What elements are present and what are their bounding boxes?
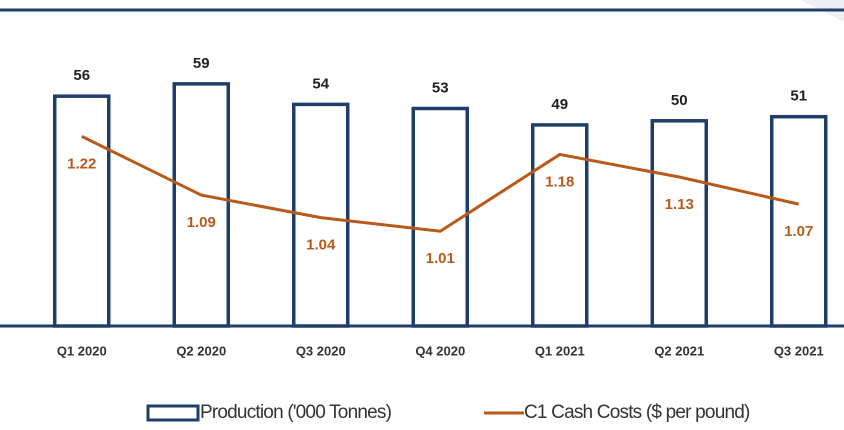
x-tick-label: Q1 2020: [57, 343, 107, 358]
legend-label: C1 Cash Costs ($ per pound): [524, 402, 750, 423]
bar-value-label: 59: [193, 55, 210, 72]
line: [81, 135, 800, 233]
bar-value-label: 54: [312, 75, 329, 92]
bar: [172, 82, 230, 328]
bar-value-label: 50: [671, 92, 688, 109]
line-value-label: 1.09: [187, 214, 216, 231]
bar-value-label: 56: [73, 67, 90, 84]
bar-value-label: 53: [432, 79, 449, 96]
line-value-label: 1.07: [784, 223, 813, 240]
x-tick-label: Q2 2020: [176, 343, 226, 358]
line-value-label: 1.18: [545, 173, 574, 190]
bar: [292, 102, 350, 328]
legend-label: Production ('000 Tonnes): [200, 402, 392, 423]
x-tick-label: Q1 2021: [535, 343, 585, 358]
x-tick-label: Q3 2021: [774, 343, 824, 358]
x-tick-label: Q3 2020: [296, 343, 346, 358]
x-tick-label: Q4 2020: [415, 343, 465, 358]
x-tick-label: Q2 2021: [654, 343, 704, 358]
bar: [53, 94, 111, 328]
bar-value-label: 49: [551, 96, 568, 113]
line-value-label: 1.01: [426, 250, 455, 267]
bar: [411, 106, 469, 328]
bar-value-label: 51: [790, 88, 807, 105]
line-value-label: 1.04: [306, 237, 336, 254]
legend-swatch: [146, 404, 200, 422]
bar: [650, 119, 708, 328]
line-value-label: 1.13: [665, 196, 694, 213]
line-value-label: 1.22: [67, 155, 96, 172]
bar: [770, 114, 828, 328]
